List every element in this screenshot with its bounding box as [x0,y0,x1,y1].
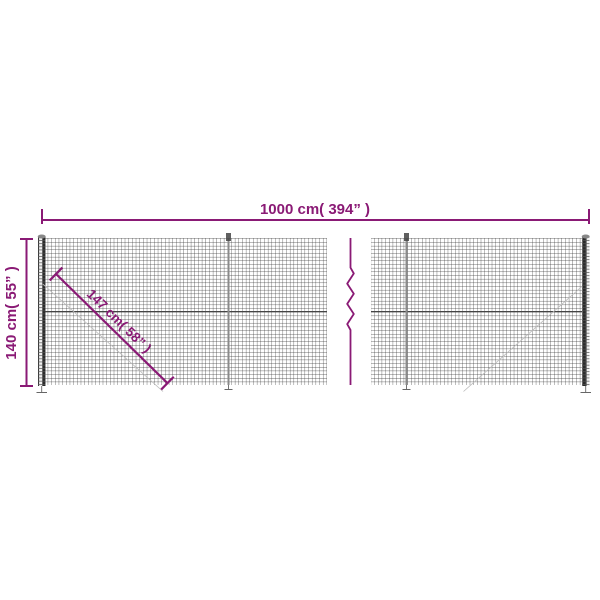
svg-text:140 cm( 55” ): 140 cm( 55” ) [3,266,20,359]
svg-text:1000 cm( 394” ): 1000 cm( 394” ) [260,201,370,218]
